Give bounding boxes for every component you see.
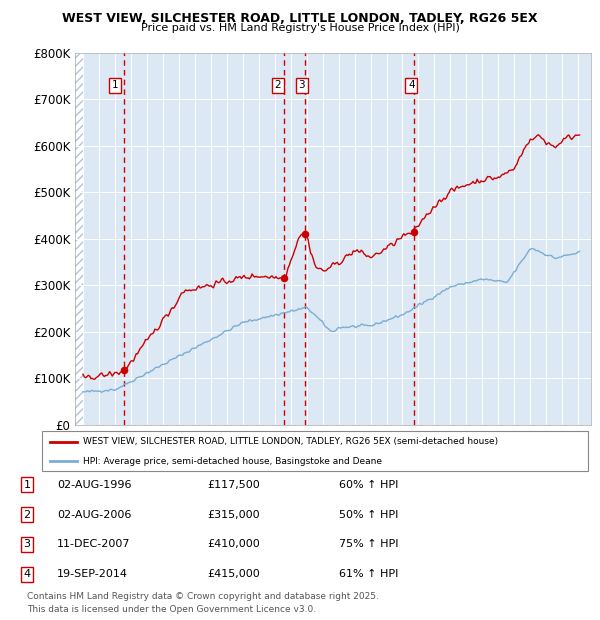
- Text: 1: 1: [112, 80, 118, 91]
- Text: 60% ↑ HPI: 60% ↑ HPI: [339, 480, 398, 490]
- FancyBboxPatch shape: [42, 431, 588, 471]
- Text: 75% ↑ HPI: 75% ↑ HPI: [339, 539, 398, 549]
- Text: 50% ↑ HPI: 50% ↑ HPI: [339, 510, 398, 520]
- Point: [119, 365, 129, 375]
- Text: This data is licensed under the Open Government Licence v3.0.: This data is licensed under the Open Gov…: [27, 604, 316, 614]
- Text: 61% ↑ HPI: 61% ↑ HPI: [339, 569, 398, 579]
- Text: 19-SEP-2014: 19-SEP-2014: [57, 569, 128, 579]
- Text: HPI: Average price, semi-detached house, Basingstoke and Deane: HPI: Average price, semi-detached house,…: [83, 456, 382, 466]
- Text: 02-AUG-1996: 02-AUG-1996: [57, 480, 131, 490]
- Point: [301, 229, 310, 239]
- Text: 3: 3: [299, 80, 305, 91]
- Text: 2: 2: [275, 80, 281, 91]
- Text: 02-AUG-2006: 02-AUG-2006: [57, 510, 131, 520]
- Text: £117,500: £117,500: [207, 480, 260, 490]
- Text: Contains HM Land Registry data © Crown copyright and database right 2025.: Contains HM Land Registry data © Crown c…: [27, 592, 379, 601]
- Point: [279, 273, 289, 283]
- Text: 3: 3: [23, 539, 31, 549]
- Text: 1: 1: [23, 480, 31, 490]
- Text: £315,000: £315,000: [207, 510, 260, 520]
- Text: £415,000: £415,000: [207, 569, 260, 579]
- Text: 2: 2: [23, 510, 31, 520]
- Point: [409, 227, 419, 237]
- Text: 4: 4: [408, 80, 415, 91]
- Text: WEST VIEW, SILCHESTER ROAD, LITTLE LONDON, TADLEY, RG26 5EX: WEST VIEW, SILCHESTER ROAD, LITTLE LONDO…: [62, 12, 538, 25]
- Text: 4: 4: [23, 569, 31, 579]
- Text: 11-DEC-2007: 11-DEC-2007: [57, 539, 131, 549]
- Text: Price paid vs. HM Land Registry's House Price Index (HPI): Price paid vs. HM Land Registry's House …: [140, 23, 460, 33]
- Text: £410,000: £410,000: [207, 539, 260, 549]
- Text: WEST VIEW, SILCHESTER ROAD, LITTLE LONDON, TADLEY, RG26 5EX (semi-detached house: WEST VIEW, SILCHESTER ROAD, LITTLE LONDO…: [83, 437, 498, 446]
